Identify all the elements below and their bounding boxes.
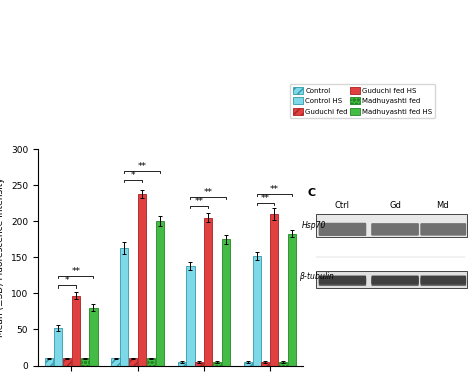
Bar — [129, 358, 137, 366]
FancyBboxPatch shape — [372, 276, 419, 284]
Text: Md: Md — [436, 201, 449, 210]
Bar — [213, 362, 221, 366]
Bar — [90, 308, 98, 366]
Bar — [222, 239, 230, 366]
Bar — [288, 233, 296, 366]
FancyBboxPatch shape — [420, 278, 466, 286]
FancyBboxPatch shape — [316, 214, 467, 237]
FancyBboxPatch shape — [319, 223, 366, 236]
FancyBboxPatch shape — [372, 278, 419, 286]
Bar — [279, 362, 287, 366]
Bar — [63, 358, 71, 366]
Bar — [204, 218, 212, 366]
Text: C: C — [307, 188, 316, 198]
FancyBboxPatch shape — [319, 223, 366, 236]
Bar — [147, 358, 155, 366]
FancyBboxPatch shape — [319, 278, 366, 286]
Bar — [72, 295, 80, 366]
Text: **: ** — [261, 194, 270, 203]
FancyBboxPatch shape — [319, 276, 366, 284]
FancyBboxPatch shape — [420, 276, 466, 284]
FancyBboxPatch shape — [420, 223, 466, 235]
Text: *: * — [131, 171, 136, 180]
Bar — [244, 362, 252, 366]
Bar — [178, 362, 186, 366]
Text: Hsp70: Hsp70 — [302, 221, 327, 230]
Text: Ctrl: Ctrl — [335, 201, 350, 210]
Text: Gd: Gd — [389, 201, 401, 210]
Bar — [81, 358, 89, 366]
Y-axis label: Mean (±SD) Fluorescence Intensity: Mean (±SD) Fluorescence Intensity — [0, 178, 5, 337]
Text: **: ** — [137, 162, 146, 171]
Bar — [46, 358, 54, 366]
FancyBboxPatch shape — [372, 223, 419, 235]
Bar — [54, 328, 62, 366]
Text: $\beta$-tubulin: $\beta$-tubulin — [299, 270, 334, 282]
Bar — [120, 248, 128, 366]
Bar — [186, 266, 194, 366]
Bar — [261, 362, 270, 366]
Bar — [253, 256, 261, 366]
Text: **: ** — [270, 185, 279, 194]
Text: *: * — [65, 276, 69, 285]
Text: **: ** — [195, 197, 204, 206]
FancyBboxPatch shape — [420, 223, 466, 235]
FancyBboxPatch shape — [372, 223, 419, 235]
Bar — [138, 194, 146, 366]
Bar — [270, 214, 278, 366]
Text: **: ** — [72, 267, 80, 276]
FancyBboxPatch shape — [316, 272, 467, 288]
Text: **: ** — [204, 188, 213, 197]
Legend: Control, Control HS, Guduchi fed, Guduchi fed HS, Madhuyashti fed, Madhuyashti f: Control, Control HS, Guduchi fed, Guduch… — [290, 84, 435, 118]
Bar — [111, 358, 119, 366]
Bar — [155, 221, 164, 366]
Bar — [195, 362, 203, 366]
